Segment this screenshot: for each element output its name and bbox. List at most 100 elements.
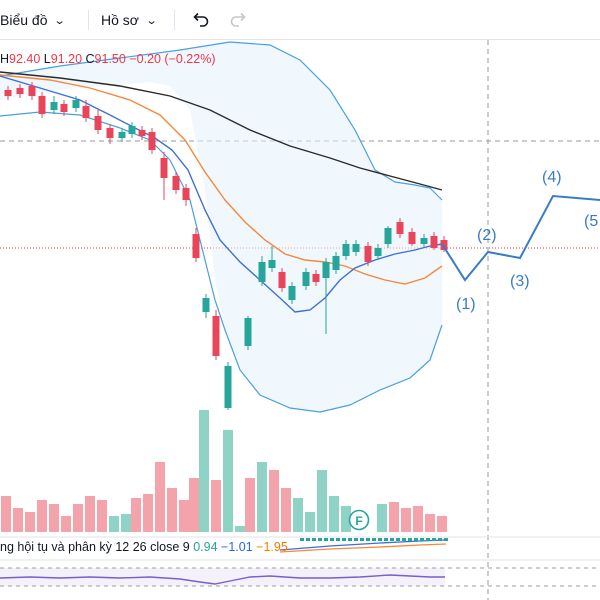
wave-label-3[interactable]: (3) — [510, 273, 530, 290]
volume-bar — [155, 462, 165, 532]
wave-label-2[interactable]: (2) — [477, 227, 497, 244]
volume-bar — [341, 506, 351, 532]
volume-bar — [179, 500, 189, 532]
macd-line-value: −1.01 — [221, 540, 253, 554]
financials-event-marker[interactable]: F — [348, 509, 370, 531]
volume-bar — [131, 498, 141, 532]
bollinger-lower-line — [0, 111, 443, 413]
macd-histogram-bar — [312, 538, 316, 541]
macd-indicator-name: ng hội tụ và phân kỳ 12 26 close 9 — [0, 540, 190, 554]
redo-button[interactable] — [229, 0, 249, 40]
volume-bar — [37, 500, 47, 532]
volume-bar — [97, 500, 107, 532]
macd-histogram-value: 0.94 — [193, 540, 218, 554]
close-key: C — [85, 52, 95, 66]
macd-histogram — [300, 538, 448, 541]
macd-histogram-bar — [366, 538, 370, 541]
bollinger-band-fill — [0, 42, 442, 412]
elliott-wave-projection-line[interactable] — [441, 194, 600, 282]
volume-bar — [281, 488, 291, 532]
candlestick — [332, 252, 340, 274]
macd-histogram-bar — [318, 538, 322, 541]
candlestick — [312, 270, 320, 286]
candlestick — [202, 294, 210, 318]
volume-bar — [25, 512, 35, 532]
macd-histogram-bar — [342, 538, 346, 541]
candlestick — [128, 122, 136, 138]
candlestick-series — [4, 82, 448, 410]
profile-menu-button[interactable]: Hồ sơ ⌄ — [101, 0, 158, 40]
candlestick — [420, 234, 428, 248]
volume-bar — [317, 470, 327, 532]
oscillator-band — [0, 568, 445, 586]
wave-label-4[interactable]: (4) — [542, 169, 562, 186]
candlestick — [182, 184, 190, 206]
chevron-down-icon: ⌄ — [145, 14, 158, 27]
volume-bar — [121, 514, 131, 532]
candlestick — [364, 242, 372, 266]
undo-button[interactable] — [190, 0, 210, 40]
macd-histogram-bar — [432, 538, 436, 541]
wave-label-1[interactable]: (1) — [456, 296, 476, 313]
redo-icon — [230, 12, 246, 27]
candlestick — [172, 172, 180, 194]
candlestick — [106, 124, 114, 144]
medium-moving-average-line — [0, 74, 443, 285]
bollinger-upper-line — [0, 41, 443, 201]
chevron-down-icon: ⌄ — [54, 14, 67, 27]
chart-menu-button[interactable]: Biểu đồ ⌄ — [0, 0, 67, 40]
volume-bar — [199, 410, 209, 532]
undo-icon — [193, 12, 209, 27]
volume-bar — [143, 494, 153, 532]
macd-histogram-bar — [408, 538, 412, 541]
long-moving-average-line — [0, 71, 443, 191]
change-value: −0.20 (−0.22%) — [129, 52, 216, 66]
volume-bar — [329, 496, 339, 532]
macd-histogram-bar — [336, 538, 340, 541]
volume-bar — [401, 508, 411, 532]
macd-histogram-bar — [324, 538, 328, 541]
macd-histogram-bar — [378, 538, 382, 541]
volume-bar — [425, 514, 435, 532]
profile-menu-label: Hồ sơ — [101, 12, 139, 28]
candlestick — [50, 96, 58, 114]
candlestick — [60, 100, 68, 116]
macd-signal-value: −1.95 — [256, 540, 288, 554]
volume-series — [1, 410, 447, 532]
wave-label-5[interactable]: (5 — [584, 213, 598, 230]
candlestick — [384, 226, 392, 248]
candlestick — [38, 92, 46, 118]
macd-histogram-bar — [444, 538, 448, 541]
volume-bar — [49, 504, 59, 532]
candlestick — [148, 128, 156, 154]
candlestick — [374, 244, 382, 260]
volume-bar — [377, 504, 387, 532]
macd-histogram-bar — [438, 538, 442, 541]
candlestick — [396, 218, 404, 238]
candlestick — [244, 316, 252, 350]
financials-marker-label: F — [355, 514, 362, 528]
macd-histogram-bar — [330, 538, 334, 541]
candlestick — [268, 246, 276, 272]
candlestick — [94, 110, 102, 134]
candlestick — [430, 232, 438, 250]
volume-bar — [109, 516, 119, 532]
macd-histogram-bar — [348, 538, 352, 541]
candlestick — [82, 100, 90, 122]
candlestick — [28, 82, 36, 100]
ohlc-legend: H92.40 L91.20 C91.50 −0.20 (−0.22%) — [0, 52, 215, 66]
macd-histogram-bar — [360, 538, 364, 541]
price-chart[interactable]: (1) (2) (3) (4) (5 F — [0, 40, 600, 600]
macd-histogram-bar — [306, 538, 310, 541]
volume-bar — [269, 470, 279, 532]
candlestick — [258, 256, 266, 286]
macd-histogram-bar — [426, 538, 430, 541]
volume-bar — [257, 462, 267, 532]
volume-bar — [235, 526, 245, 532]
macd-histogram-bar — [372, 538, 376, 541]
volume-bar — [293, 498, 303, 532]
candlestick — [118, 128, 126, 142]
macd-legend[interactable]: ng hội tụ và phân kỳ 12 26 close 9 0.94 … — [0, 540, 288, 554]
candlestick — [72, 96, 80, 112]
candlestick — [224, 362, 232, 410]
